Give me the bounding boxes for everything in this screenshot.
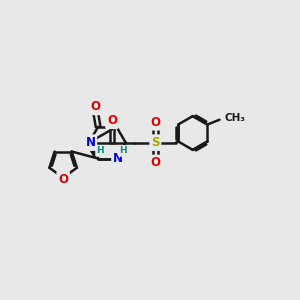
- Text: H: H: [119, 146, 127, 155]
- Text: O: O: [107, 114, 117, 128]
- Text: H: H: [97, 146, 104, 155]
- Text: S: S: [151, 136, 160, 149]
- Text: CH₃: CH₃: [225, 113, 246, 123]
- Text: O: O: [150, 157, 161, 169]
- Text: N: N: [85, 136, 95, 149]
- Text: O: O: [150, 116, 161, 129]
- Text: O: O: [58, 173, 68, 186]
- Text: O: O: [90, 100, 100, 113]
- Text: N: N: [113, 152, 123, 165]
